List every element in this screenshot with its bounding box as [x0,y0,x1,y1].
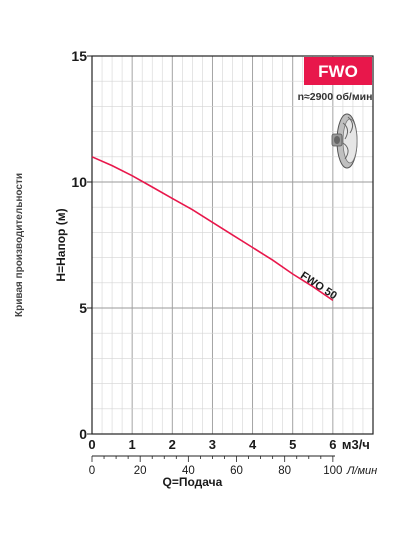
y-tick-label: 0 [79,426,87,442]
x-tick-label-m3h: 2 [169,437,176,452]
x-tick-label-lpm: 20 [134,465,147,477]
plot-frame [91,55,374,435]
x-axis-title: Q=Подача [163,475,223,489]
y-tick-label: 15 [71,48,87,64]
badge-background [304,57,372,85]
grid [92,56,373,434]
x-tick-label-m3h: 1 [129,437,136,452]
x-tick-label-m3h: 3 [209,437,216,452]
x-axis-ticks-lpm: 0 20 40 60 80 100 [89,455,342,477]
x-tick-label-lpm: 100 [323,465,342,477]
x-tick-label-lpm: 80 [278,465,291,477]
series-layer: FWO 50 [91,156,339,302]
series-line [91,156,334,302]
impeller-icon [331,113,358,169]
x-tick-label-lpm: 60 [230,465,243,477]
x-unit-m3h: м3/ч [342,437,370,452]
fwo-badge: FWO [304,57,372,85]
x-unit-lpm: Л/мин [346,465,377,477]
x-tick-label-lpm: 0 [89,465,95,477]
x-axis-ticks-m3h: 0 1 2 3 4 5 6 [88,437,336,452]
speed-label: n≈2900 об/мин [298,91,373,103]
x-tick-label-lpm: 40 [182,465,195,477]
side-title: Кривая производительности [14,173,25,317]
y-axis-ticks: 0 5 10 15 [71,48,92,442]
x-tick-label-m3h: 5 [289,437,296,452]
x-tick-label-m3h: 6 [329,437,336,452]
x-tick-label-m3h: 4 [249,437,257,452]
y-tick-label: 10 [71,174,87,190]
badge-label: FWO [318,62,358,81]
y-tick-label: 5 [79,300,87,316]
y-axis-title: H=Напор (м) [54,208,68,281]
x-tick-label-m3h: 0 [88,437,95,452]
